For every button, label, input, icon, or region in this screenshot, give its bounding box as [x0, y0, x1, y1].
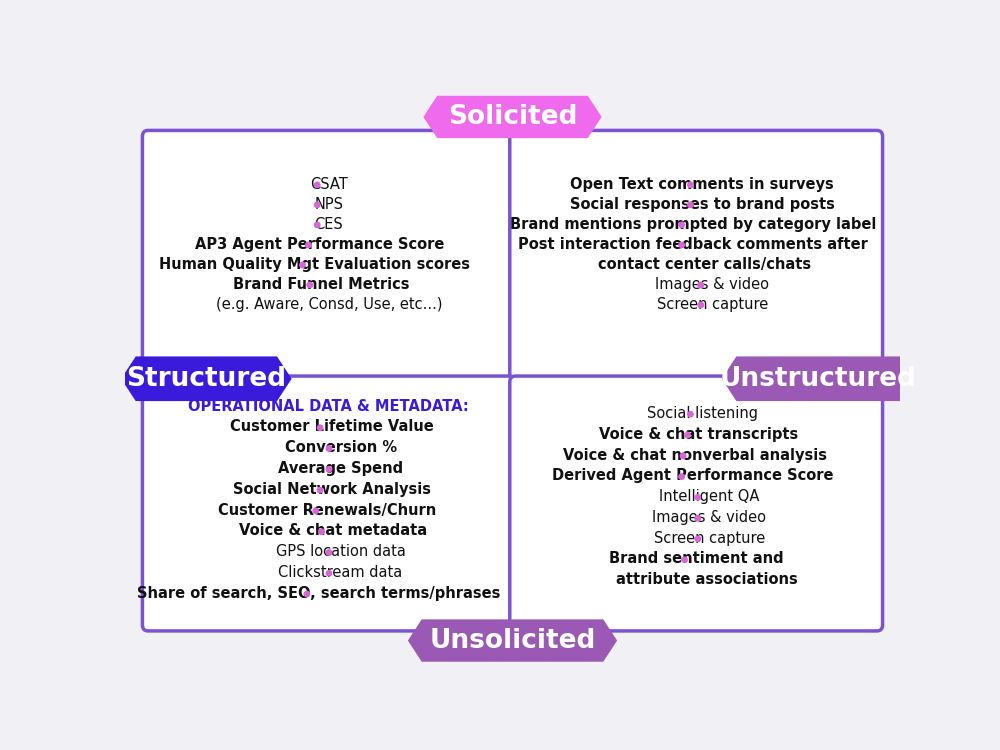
Text: Conversion %: Conversion % — [285, 440, 397, 455]
Text: attribute associations: attribute associations — [616, 572, 797, 587]
Circle shape — [145, 373, 151, 379]
Circle shape — [142, 370, 154, 382]
Circle shape — [326, 446, 332, 452]
Circle shape — [313, 509, 318, 514]
Text: Brand sentiment and: Brand sentiment and — [609, 551, 783, 566]
Text: Brand Funnel Metrics: Brand Funnel Metrics — [233, 277, 410, 292]
Circle shape — [682, 557, 687, 562]
Text: Images & video: Images & video — [655, 277, 769, 292]
Circle shape — [698, 302, 703, 307]
Text: Social responses to brand posts: Social responses to brand posts — [570, 196, 835, 211]
Text: Voice & chat transcripts: Voice & chat transcripts — [599, 427, 799, 442]
Circle shape — [685, 432, 690, 438]
Circle shape — [688, 182, 693, 188]
Circle shape — [314, 182, 320, 188]
Text: Social listening: Social listening — [647, 406, 758, 421]
Circle shape — [688, 412, 693, 417]
Circle shape — [304, 591, 310, 597]
Text: Post interaction feedback comments after: Post interaction feedback comments after — [518, 237, 868, 252]
Text: OPERATIONAL DATA & METADATA:: OPERATIONAL DATA & METADATA: — [188, 399, 469, 414]
Circle shape — [314, 202, 320, 208]
Circle shape — [317, 425, 323, 430]
Polygon shape — [121, 356, 292, 401]
Circle shape — [871, 370, 883, 382]
Circle shape — [326, 466, 332, 472]
Text: Unsolicited: Unsolicited — [429, 628, 596, 653]
Circle shape — [300, 262, 305, 268]
Circle shape — [680, 453, 686, 458]
Text: Average Spend: Average Spend — [278, 461, 403, 476]
Text: Images & video: Images & video — [652, 510, 766, 525]
Circle shape — [874, 379, 880, 385]
Text: (e.g. Aware, Consd, Use, etc...): (e.g. Aware, Consd, Use, etc...) — [216, 297, 442, 312]
Text: Screen capture: Screen capture — [654, 531, 765, 546]
Text: CES: CES — [314, 217, 343, 232]
Text: Derived Agent Performance Score: Derived Agent Performance Score — [552, 468, 834, 483]
Text: Clickstream data: Clickstream data — [278, 565, 403, 580]
Text: Voice & chat metadata: Voice & chat metadata — [239, 524, 427, 538]
Polygon shape — [722, 356, 916, 401]
Text: NPS: NPS — [314, 196, 343, 211]
Circle shape — [695, 495, 701, 500]
Text: contact center calls/chats: contact center calls/chats — [598, 256, 812, 272]
Circle shape — [871, 376, 883, 388]
Circle shape — [314, 222, 320, 227]
FancyBboxPatch shape — [142, 376, 515, 631]
FancyBboxPatch shape — [142, 130, 515, 382]
Text: Structured: Structured — [126, 366, 286, 392]
Text: Customer Renewals/Churn: Customer Renewals/Churn — [218, 503, 436, 518]
Circle shape — [698, 282, 703, 288]
Circle shape — [679, 222, 684, 227]
Text: CSAT: CSAT — [310, 176, 348, 191]
Circle shape — [695, 536, 701, 542]
Circle shape — [142, 376, 154, 388]
Circle shape — [317, 488, 323, 493]
Text: Voice & chat nonverbal analysis: Voice & chat nonverbal analysis — [563, 448, 827, 463]
Text: Brand mentions prompted by category label: Brand mentions prompted by category labe… — [510, 217, 876, 232]
Circle shape — [688, 202, 693, 208]
Circle shape — [326, 550, 332, 555]
Circle shape — [307, 282, 313, 288]
Circle shape — [319, 529, 324, 534]
Circle shape — [874, 373, 880, 379]
Text: Human Quality Mgt Evaluation scores: Human Quality Mgt Evaluation scores — [159, 256, 470, 272]
Text: Screen capture: Screen capture — [657, 297, 768, 312]
Text: Share of search, SEO, search terms/phrases: Share of search, SEO, search terms/phras… — [137, 586, 500, 601]
Text: AP3 Agent Performance Score: AP3 Agent Performance Score — [195, 237, 445, 252]
Text: Social Network Analysis: Social Network Analysis — [233, 482, 431, 496]
Text: Solicited: Solicited — [448, 104, 577, 130]
Polygon shape — [408, 620, 617, 662]
Text: Unstructured: Unstructured — [720, 366, 917, 392]
Text: GPS location data: GPS location data — [276, 544, 406, 560]
Polygon shape — [423, 96, 602, 138]
FancyBboxPatch shape — [510, 130, 883, 382]
Circle shape — [306, 242, 311, 248]
Text: Intelligent QA: Intelligent QA — [659, 489, 760, 504]
FancyBboxPatch shape — [510, 376, 883, 631]
Circle shape — [679, 474, 684, 479]
Circle shape — [145, 379, 151, 385]
Circle shape — [695, 515, 701, 521]
Text: Customer Lifetime Value: Customer Lifetime Value — [230, 419, 434, 434]
Text: Open Text comments in surveys: Open Text comments in surveys — [570, 176, 834, 191]
Circle shape — [326, 571, 332, 576]
Circle shape — [679, 242, 684, 248]
